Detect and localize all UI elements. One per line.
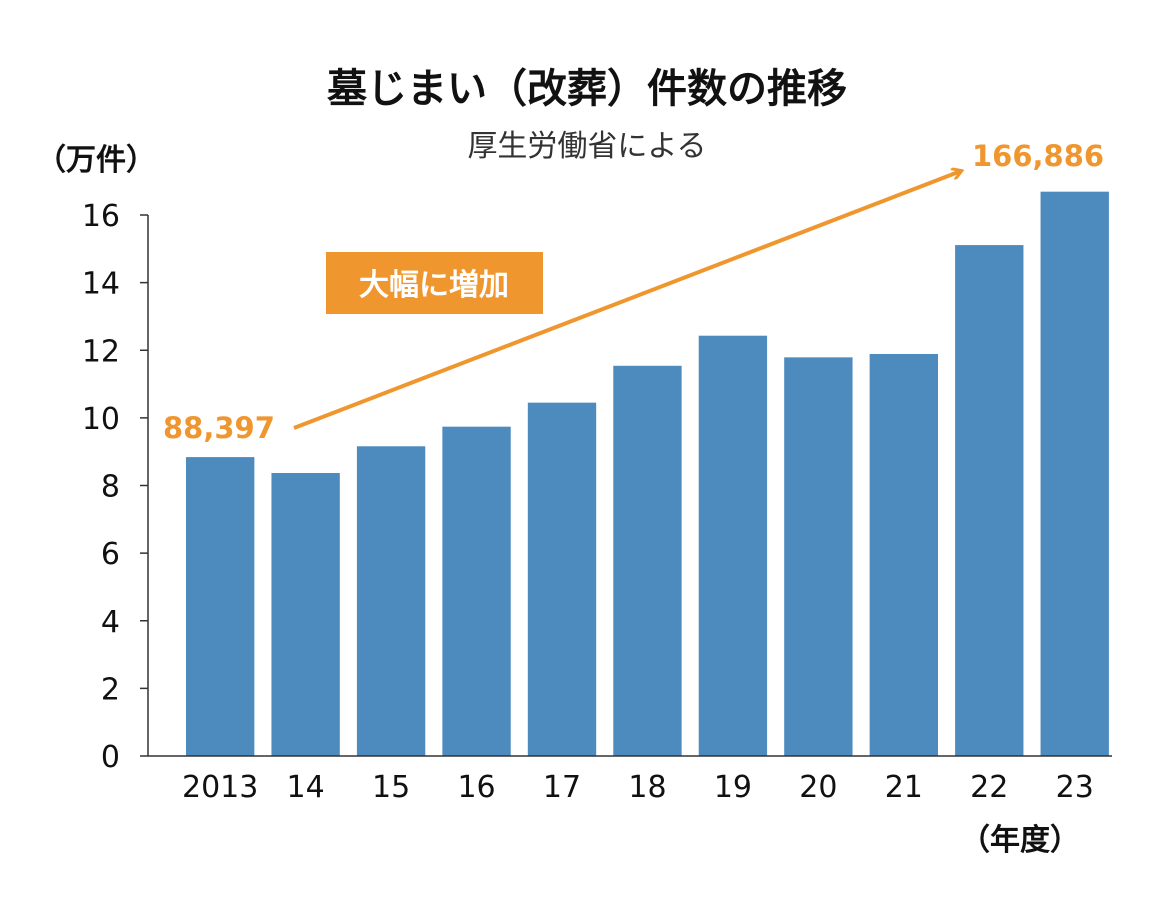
x-tick-label: 22 bbox=[970, 770, 1008, 805]
bars-group bbox=[186, 191, 1109, 756]
bar-2013 bbox=[186, 457, 255, 756]
y-tick-label: 2 bbox=[101, 672, 120, 707]
increase-badge-text: 大幅に増加 bbox=[359, 268, 509, 303]
bar-20 bbox=[784, 357, 853, 756]
y-tick-label: 10 bbox=[82, 402, 120, 437]
bar-14 bbox=[271, 472, 340, 756]
y-tick-label: 4 bbox=[101, 605, 120, 640]
x-tick-label: 19 bbox=[714, 770, 752, 805]
bar-23 bbox=[1040, 191, 1109, 756]
bar-19 bbox=[698, 335, 768, 756]
y-tick-label: 16 bbox=[82, 199, 120, 234]
y-tick-label: 6 bbox=[101, 537, 120, 572]
bar-18 bbox=[613, 365, 682, 756]
bar-22 bbox=[955, 245, 1024, 756]
bar-16 bbox=[442, 426, 511, 756]
x-tick-label: 2013 bbox=[182, 770, 258, 805]
start-value-label: 88,397 bbox=[163, 411, 275, 445]
x-tick-label: 15 bbox=[372, 770, 410, 805]
end-value-label: 166,886 bbox=[972, 139, 1104, 173]
x-tick-label: 17 bbox=[543, 770, 581, 805]
bar-15 bbox=[356, 446, 426, 756]
x-tick-label: 14 bbox=[287, 770, 325, 805]
x-tick-label: 20 bbox=[799, 770, 837, 805]
y-axis-unit: （万件） bbox=[36, 143, 156, 178]
chart-subtitle: 厚生労働省による bbox=[467, 129, 706, 164]
chart-title: 墓じまい（改葬）件数の推移 bbox=[327, 66, 847, 112]
x-ticks-group: 2013 14 15 16 17 18 19 20 21 22 23 bbox=[182, 770, 1094, 805]
y-tick-label: 14 bbox=[82, 267, 120, 302]
x-axis-unit: （年度） bbox=[960, 823, 1080, 858]
y-tick-label: 0 bbox=[101, 740, 120, 775]
y-tick-label: 12 bbox=[82, 334, 120, 369]
increase-badge-box bbox=[326, 252, 543, 314]
x-tick-label: 23 bbox=[1056, 770, 1094, 805]
x-tick-label: 21 bbox=[885, 770, 923, 805]
x-tick-label: 18 bbox=[628, 770, 666, 805]
trend-arrow bbox=[293, 171, 961, 430]
x-tick-label: 16 bbox=[457, 770, 495, 805]
bar-21 bbox=[869, 353, 938, 756]
bar-17 bbox=[527, 402, 597, 756]
y-ticks-group: 0 2 4 6 8 10 12 14 16 bbox=[82, 199, 148, 775]
y-tick-label: 8 bbox=[101, 470, 120, 505]
increase-badge: 大幅に増加 bbox=[326, 252, 543, 314]
